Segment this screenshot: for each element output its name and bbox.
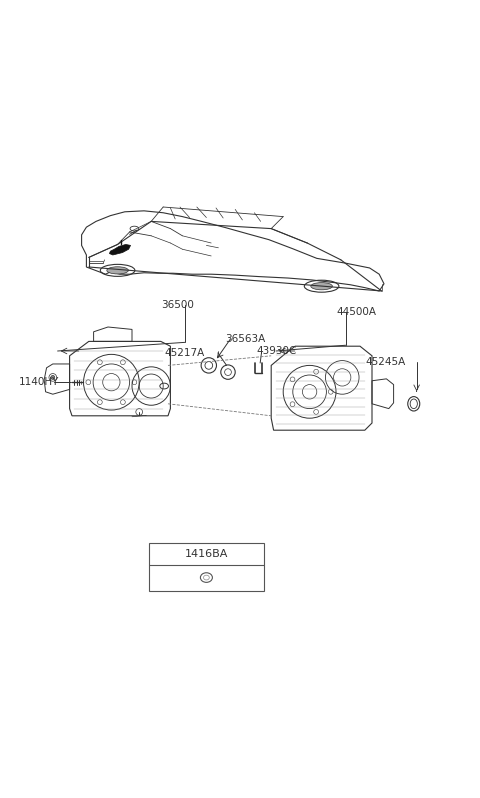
Ellipse shape — [311, 282, 333, 290]
Text: 36500: 36500 — [161, 300, 193, 310]
Text: 1140HY: 1140HY — [19, 377, 60, 387]
Text: 45217A: 45217A — [165, 348, 205, 358]
Polygon shape — [109, 244, 131, 255]
Text: 44500A: 44500A — [336, 306, 376, 317]
Bar — [149, 543, 264, 591]
Ellipse shape — [107, 267, 129, 274]
Text: 36563A: 36563A — [226, 334, 266, 344]
Text: 1416BA: 1416BA — [185, 549, 228, 559]
Text: 43930C: 43930C — [257, 346, 297, 357]
Text: 45245A: 45245A — [365, 357, 406, 366]
Circle shape — [51, 376, 55, 379]
